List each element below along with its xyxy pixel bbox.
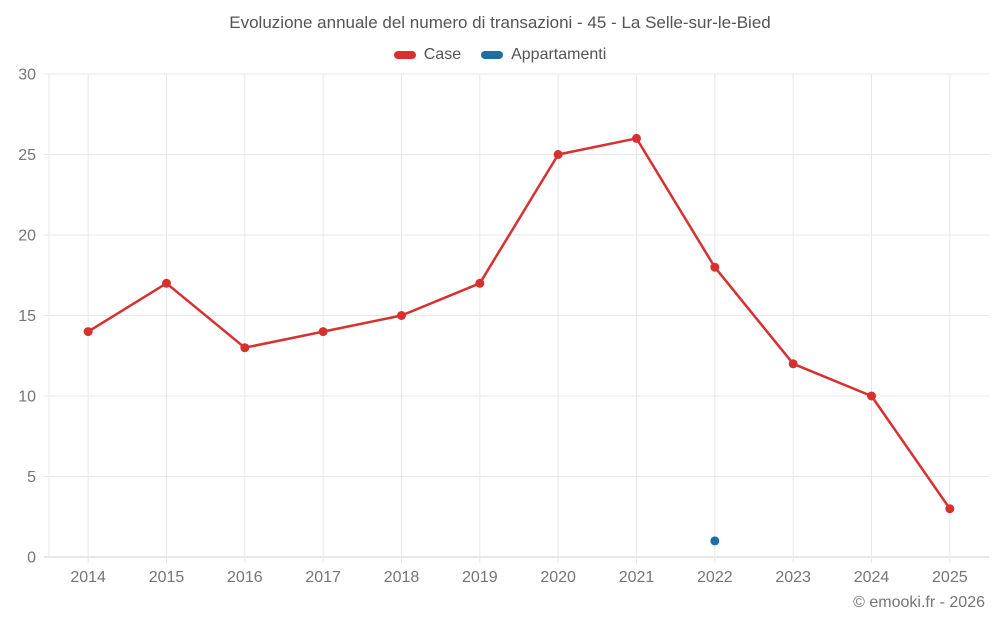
data-point-case[interactable] bbox=[945, 504, 955, 514]
data-point-case[interactable] bbox=[397, 311, 406, 320]
legend-swatch-appartamenti-icon bbox=[481, 51, 504, 59]
data-point-case[interactable] bbox=[867, 391, 876, 401]
x-axis-tick-label: 2017 bbox=[305, 569, 341, 586]
x-axis-tick-label: 2015 bbox=[149, 569, 185, 586]
y-axis-tick-label: 25 bbox=[18, 147, 36, 164]
data-point-case[interactable] bbox=[553, 150, 563, 159]
y-axis-tick-label: 20 bbox=[18, 228, 36, 245]
x-axis-tick-label: 2022 bbox=[697, 569, 733, 586]
legend-label-appartamenti: Appartamenti bbox=[511, 46, 607, 63]
data-point-case[interactable] bbox=[788, 359, 798, 369]
x-axis-tick-label: 2019 bbox=[462, 569, 498, 586]
legend-item-appartamenti[interactable]: Appartamenti bbox=[481, 46, 606, 64]
legend: Case Appartamenti bbox=[0, 46, 1000, 64]
x-axis-tick-label: 2014 bbox=[70, 569, 106, 586]
x-axis-tick-label: 2021 bbox=[619, 569, 655, 586]
legend-label-case: Case bbox=[423, 46, 462, 63]
y-axis-tick-label: 10 bbox=[18, 389, 36, 406]
x-axis-tick-label: 2016 bbox=[227, 569, 263, 586]
data-point-case[interactable] bbox=[162, 278, 171, 288]
data-point-case[interactable] bbox=[83, 327, 93, 337]
y-axis-tick-label: 0 bbox=[27, 550, 36, 567]
x-axis-tick-label: 2023 bbox=[775, 569, 811, 586]
y-axis-tick-label: 15 bbox=[18, 308, 36, 325]
y-axis-tick-label: 30 bbox=[18, 67, 36, 84]
chart-title: Evoluzione annuale del numero di transaz… bbox=[229, 13, 771, 32]
x-axis-tick-label: 2020 bbox=[540, 569, 576, 586]
data-point-case[interactable] bbox=[318, 327, 328, 337]
legend-item-case[interactable]: Case bbox=[393, 46, 462, 64]
series-line-case bbox=[86, 137, 952, 510]
data-point-case[interactable] bbox=[475, 278, 485, 288]
data-point-case[interactable] bbox=[632, 133, 641, 143]
x-axis-tick-label: 2018 bbox=[384, 569, 420, 586]
data-point-case[interactable] bbox=[240, 343, 250, 353]
copyright-text: © emooki.fr - 2026 bbox=[853, 594, 985, 611]
data-point-appartamenti[interactable] bbox=[710, 536, 720, 546]
x-axis-tick-label: 2024 bbox=[854, 569, 890, 586]
y-axis-tick-label: 5 bbox=[27, 469, 36, 486]
data-point-case[interactable] bbox=[710, 262, 720, 272]
x-axis-tick-label: 2025 bbox=[932, 569, 968, 586]
legend-swatch-case-icon bbox=[393, 51, 416, 59]
